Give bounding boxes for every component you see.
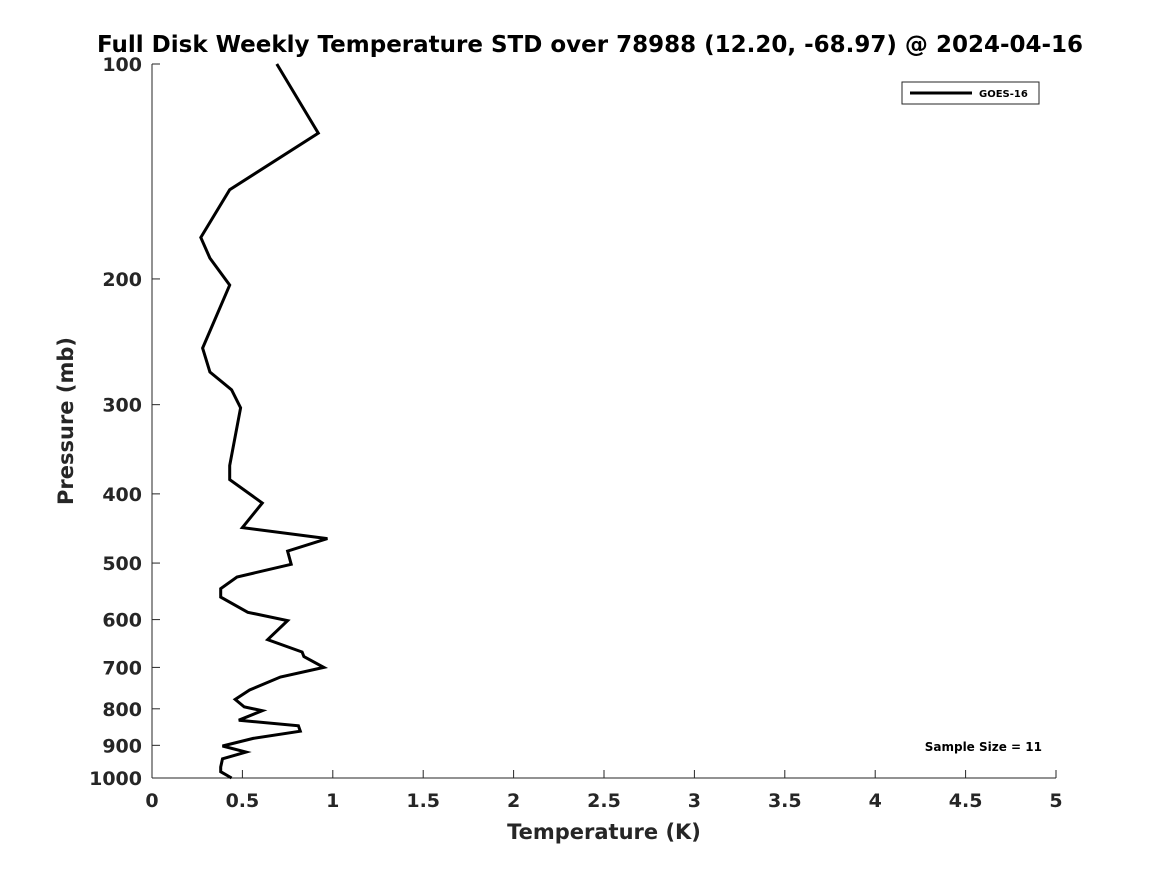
legend-label-goes-16: GOES-16 <box>979 89 1028 100</box>
y-ticks: 100 200 300 400 500 600 700 800 900 1000 <box>89 54 160 790</box>
y-tick-label: 300 <box>102 395 142 417</box>
y-tick-label: 500 <box>102 553 142 575</box>
x-tick-label: 2 <box>507 790 520 812</box>
sample-size-annotation: Sample Size = 11 <box>925 740 1042 754</box>
y-tick-label: 200 <box>102 269 142 291</box>
chart-title: Full Disk Weekly Temperature STD over 78… <box>97 32 1083 58</box>
x-tick-label: 2.5 <box>587 790 621 812</box>
x-tick-label: 0.5 <box>226 790 260 812</box>
y-tick-label: 800 <box>102 699 142 721</box>
x-tick-label: 1 <box>326 790 339 812</box>
y-tick-label: 400 <box>102 484 142 506</box>
x-tick-label: 0 <box>145 790 158 812</box>
x-ticks: 0 0.5 1 1.5 2 2.5 3 3.5 4 4.5 5 <box>145 770 1063 812</box>
y-tick-label: 900 <box>102 735 142 757</box>
y-tick-label: 1000 <box>89 768 142 790</box>
x-tick-label: 1.5 <box>406 790 440 812</box>
x-axis-label: Temperature (K) <box>507 820 701 844</box>
axes <box>151 64 1056 779</box>
series-line-goes-16 <box>199 63 329 780</box>
y-tick-label: 600 <box>102 610 142 632</box>
series-layer <box>199 63 329 780</box>
y-axis-label: Pressure (mb) <box>54 337 78 505</box>
legend: GOES-16 <box>901 81 1040 105</box>
y-tick-label: 100 <box>102 54 142 76</box>
x-tick-label: 5 <box>1049 790 1062 812</box>
x-tick-label: 4.5 <box>949 790 983 812</box>
x-tick-label: 3.5 <box>768 790 802 812</box>
x-tick-label: 4 <box>869 790 882 812</box>
y-tick-label: 700 <box>102 657 142 679</box>
x-tick-label: 3 <box>688 790 701 812</box>
